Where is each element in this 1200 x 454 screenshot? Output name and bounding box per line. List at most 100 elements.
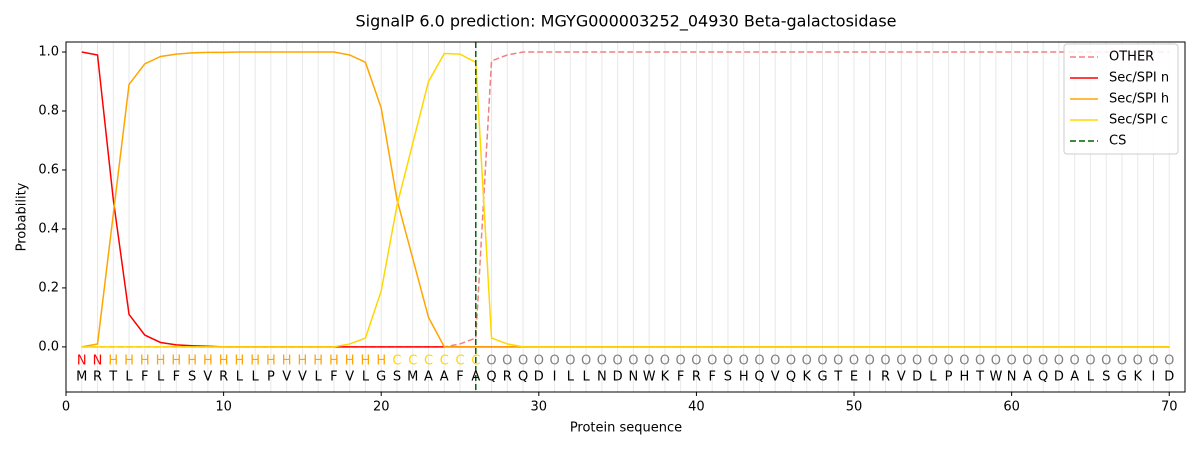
residue: R: [503, 370, 512, 385]
residue: L: [315, 370, 323, 385]
region-label: O: [817, 354, 827, 369]
region-label: H: [108, 354, 118, 369]
residue: G: [376, 370, 386, 385]
residue: L: [362, 370, 370, 385]
x-tick-label: 0: [62, 400, 70, 415]
residue: S: [188, 370, 196, 385]
residue: S: [724, 370, 732, 385]
residue: A: [1023, 370, 1032, 385]
residue: V: [203, 370, 212, 385]
region-label: O: [644, 354, 654, 369]
x-tick-label: 40: [688, 400, 705, 415]
legend-box: [1063, 43, 1179, 155]
x-tick-label: 20: [373, 400, 390, 415]
region-label: O: [880, 354, 890, 369]
legend-label: Sec/SPI n: [1109, 71, 1169, 86]
region-label: O: [833, 354, 843, 369]
region-label: H: [298, 354, 308, 369]
residue: Q: [518, 370, 528, 385]
region-label: O: [628, 354, 638, 369]
residue: L: [929, 370, 937, 385]
residue: V: [897, 370, 906, 385]
region-label: H: [187, 354, 197, 369]
residue: V: [282, 370, 291, 385]
residue: V: [771, 370, 780, 385]
residue: L: [1087, 370, 1095, 385]
region-label: H: [124, 354, 134, 369]
region-label: H: [140, 354, 150, 369]
region-label: O: [518, 354, 528, 369]
region-label: O: [565, 354, 575, 369]
residue: G: [1117, 370, 1127, 385]
region-label: O: [896, 354, 906, 369]
region-label: O: [1148, 354, 1158, 369]
residue: W: [643, 370, 656, 385]
residue: S: [393, 370, 401, 385]
region-label: O: [1054, 354, 1064, 369]
region-label: O: [549, 354, 559, 369]
region-label: O: [770, 354, 780, 369]
residue: V: [345, 370, 354, 385]
residue: R: [93, 370, 102, 385]
region-label: C: [455, 354, 464, 369]
region-label: O: [754, 354, 764, 369]
residue: R: [219, 370, 228, 385]
region-label: H: [203, 354, 213, 369]
residue: K: [1133, 370, 1142, 385]
residue: F: [173, 370, 180, 385]
region-label: O: [723, 354, 733, 369]
residue: A: [424, 370, 433, 385]
y-tick-label: 0.6: [38, 162, 59, 177]
x-tick-label: 10: [215, 400, 232, 415]
region-label: O: [486, 354, 496, 369]
residue: P: [945, 370, 953, 385]
residue: D: [1164, 370, 1174, 385]
residue: L: [125, 370, 133, 385]
residue: T: [108, 370, 117, 385]
region-label: H: [376, 354, 386, 369]
y-tick-label: 0.2: [38, 280, 59, 295]
residue: L: [582, 370, 590, 385]
region-label: H: [329, 354, 339, 369]
y-tick-label: 0.4: [38, 221, 59, 236]
residue: F: [456, 370, 463, 385]
residue: K: [802, 370, 811, 385]
region-label: H: [282, 354, 292, 369]
region-label: O: [849, 354, 859, 369]
residue: K: [661, 370, 670, 385]
residue: N: [629, 370, 639, 385]
region-label: O: [928, 354, 938, 369]
region-label: O: [1117, 354, 1127, 369]
residue: Q: [1038, 370, 1048, 385]
y-tick-label: 1.0: [38, 45, 59, 60]
y-axis-label: Probability: [15, 182, 30, 251]
residue: F: [330, 370, 337, 385]
region-label: O: [581, 354, 591, 369]
residue: V: [298, 370, 307, 385]
x-tick-label: 50: [846, 400, 863, 415]
residue: I: [553, 370, 557, 385]
residue: L: [252, 370, 260, 385]
region-label: H: [171, 354, 181, 369]
region-label: O: [959, 354, 969, 369]
region-label: O: [534, 354, 544, 369]
x-axis-label: Protein sequence: [570, 421, 682, 436]
region-label: O: [1022, 354, 1032, 369]
region-label: H: [156, 354, 166, 369]
legend-label: Sec/SPI c: [1109, 113, 1168, 128]
residue: Q: [486, 370, 496, 385]
residue: R: [881, 370, 890, 385]
y-tick-label: 0.0: [38, 339, 59, 354]
region-label: O: [660, 354, 670, 369]
x-tick-label: 30: [531, 400, 548, 415]
residue: D: [912, 370, 922, 385]
residue: I: [868, 370, 872, 385]
region-label: C: [424, 354, 433, 369]
region-label: O: [786, 354, 796, 369]
region-label: N: [77, 354, 87, 369]
residue: N: [1007, 370, 1017, 385]
residue: H: [959, 370, 969, 385]
plot-frame: [65, 41, 1186, 393]
residue: E: [850, 370, 858, 385]
